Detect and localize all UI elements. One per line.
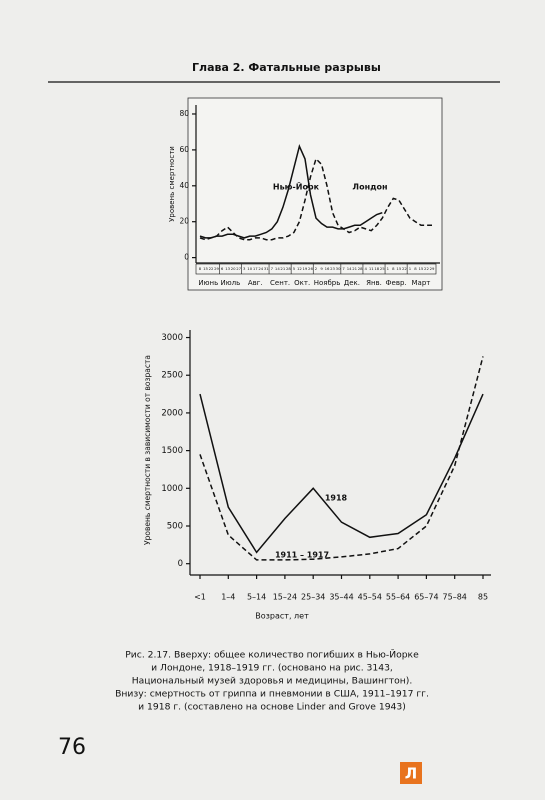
- x-tick-label: 8: [414, 266, 417, 271]
- x-tick-label: 85: [478, 593, 488, 602]
- month-label: Июнь: [198, 279, 218, 287]
- x-tick-label: 2: [315, 266, 318, 271]
- x-tick-label: 1: [409, 266, 412, 271]
- x-tick-label: 11: [369, 266, 374, 271]
- x-tick-label: 7: [342, 266, 345, 271]
- x-tick-label: 22: [209, 266, 214, 271]
- series-label: 1911 – 1917: [275, 551, 329, 560]
- x-tick-label: 25: [380, 266, 385, 271]
- series-line: [199, 157, 432, 241]
- x-tick-label: 7: [271, 266, 274, 271]
- month-label: Февр.: [386, 279, 407, 287]
- x-tick-label: 15: [203, 266, 208, 271]
- x-tick-label: 75–84: [443, 593, 467, 602]
- x-axis-label: Возраст, лет: [255, 612, 309, 621]
- series-line: [199, 393, 484, 554]
- top-chart-frame: [187, 97, 443, 291]
- x-tick-label: 55–64: [386, 593, 410, 602]
- month-label: Авг.: [248, 279, 263, 287]
- x-tick-label: 65–74: [414, 593, 438, 602]
- x-tick-label: 20: [231, 266, 236, 271]
- x-tick-label: 14: [275, 266, 280, 271]
- x-tick-label: 15: [419, 266, 424, 271]
- x-tick-label: 10: [247, 266, 252, 271]
- x-tick-label: 29: [430, 266, 435, 271]
- y-tick-label: 0: [178, 559, 183, 569]
- y-axis-label: Уровень смертности: [168, 146, 176, 222]
- month-label: Март: [412, 279, 431, 287]
- x-tick-label: 12: [297, 266, 302, 271]
- x-tick-label: 27: [236, 266, 241, 271]
- logo-box: [400, 762, 422, 784]
- month-label: Дек.: [344, 279, 360, 287]
- y-tick-label: 2000: [161, 408, 183, 418]
- x-tick-label: 6: [221, 266, 224, 271]
- x-tick-label: 21: [280, 266, 285, 271]
- y-tick-label: 2500: [161, 371, 183, 381]
- y-tick-label: 1000: [161, 484, 183, 494]
- month-label: Окт.: [294, 279, 310, 287]
- x-tick-label: 13: [225, 266, 230, 271]
- x-tick-label: 28: [286, 266, 291, 271]
- caption-line: и Лондоне, 1918–1919 гг. (основано на ри…: [151, 663, 393, 674]
- x-tick-label: 18: [374, 266, 379, 271]
- x-tick-label: 28: [358, 266, 363, 271]
- x-tick-label: 22: [402, 266, 407, 271]
- x-tick-label: 30: [336, 266, 341, 271]
- x-tick-label: <1: [194, 593, 206, 602]
- caption-line: Внизу: смертность от гриппа и пневмонии …: [115, 689, 429, 700]
- x-tick-label: 15–24: [273, 593, 297, 602]
- month-label: Янв.: [366, 279, 382, 287]
- page-number: 76: [58, 735, 86, 760]
- x-tick-label: 8: [199, 266, 202, 271]
- x-tick-label: 35–44: [329, 593, 353, 602]
- x-tick-label: 5–14: [247, 593, 266, 602]
- x-tick-label: 15: [396, 266, 401, 271]
- x-tick-label: 23: [330, 266, 335, 271]
- x-tick-label: 1–4: [221, 593, 235, 602]
- series-label: Лондон: [352, 183, 387, 192]
- x-tick-label: 31: [264, 266, 269, 271]
- header: Глава 2. Фатальные разрывы: [192, 61, 381, 74]
- series-label: Нью-Йорк: [273, 181, 320, 192]
- y-tick-label: 3000: [161, 333, 183, 343]
- series-label: 1918: [325, 494, 348, 503]
- caption-line: Национальный музей здоровья и медицины, …: [132, 676, 413, 687]
- month-label: Ноябрь: [314, 279, 341, 287]
- y-tick-label: 60: [179, 145, 189, 154]
- date-strip: [195, 263, 437, 275]
- x-tick-label: 4: [365, 266, 368, 271]
- logo: Л: [405, 765, 417, 783]
- y-tick-label: 20: [179, 217, 189, 226]
- y-tick-label: 0: [184, 253, 189, 262]
- caption-line: и 1918 г. (составлено на основе Linder a…: [138, 702, 406, 713]
- series-line: [199, 144, 383, 239]
- x-tick-label: 8: [392, 266, 395, 271]
- x-tick-label: 25–34: [301, 593, 325, 602]
- series-line: [199, 356, 484, 561]
- x-tick-label: 16: [325, 266, 330, 271]
- x-tick-label: 14: [347, 266, 352, 271]
- y-tick-label: 40: [179, 181, 189, 190]
- x-tick-label: 17: [253, 266, 258, 271]
- x-tick-label: 21: [352, 266, 357, 271]
- x-tick-label: 9: [320, 266, 323, 271]
- x-tick-label: 29: [214, 266, 219, 271]
- x-tick-label: 26: [308, 266, 313, 271]
- x-tick-label: 19: [303, 266, 308, 271]
- caption-line: Рис. 2.17. Вверху: общее количество поги…: [125, 649, 419, 661]
- y-tick-label: 1500: [161, 446, 183, 456]
- month-label: Июль: [221, 279, 241, 287]
- y-tick-label: 80: [179, 109, 189, 118]
- x-tick-label: 3: [243, 266, 246, 271]
- month-label: Сент.: [270, 279, 290, 287]
- x-tick-label: 45–54: [358, 593, 382, 602]
- x-tick-label: 1: [387, 266, 390, 271]
- x-tick-label: 22: [424, 266, 429, 271]
- y-axis-label: Уровень смертности в зависимости от возр…: [143, 355, 152, 545]
- x-tick-label: 24: [258, 266, 263, 271]
- y-tick-label: 500: [167, 522, 183, 532]
- x-tick-label: 5: [293, 266, 296, 271]
